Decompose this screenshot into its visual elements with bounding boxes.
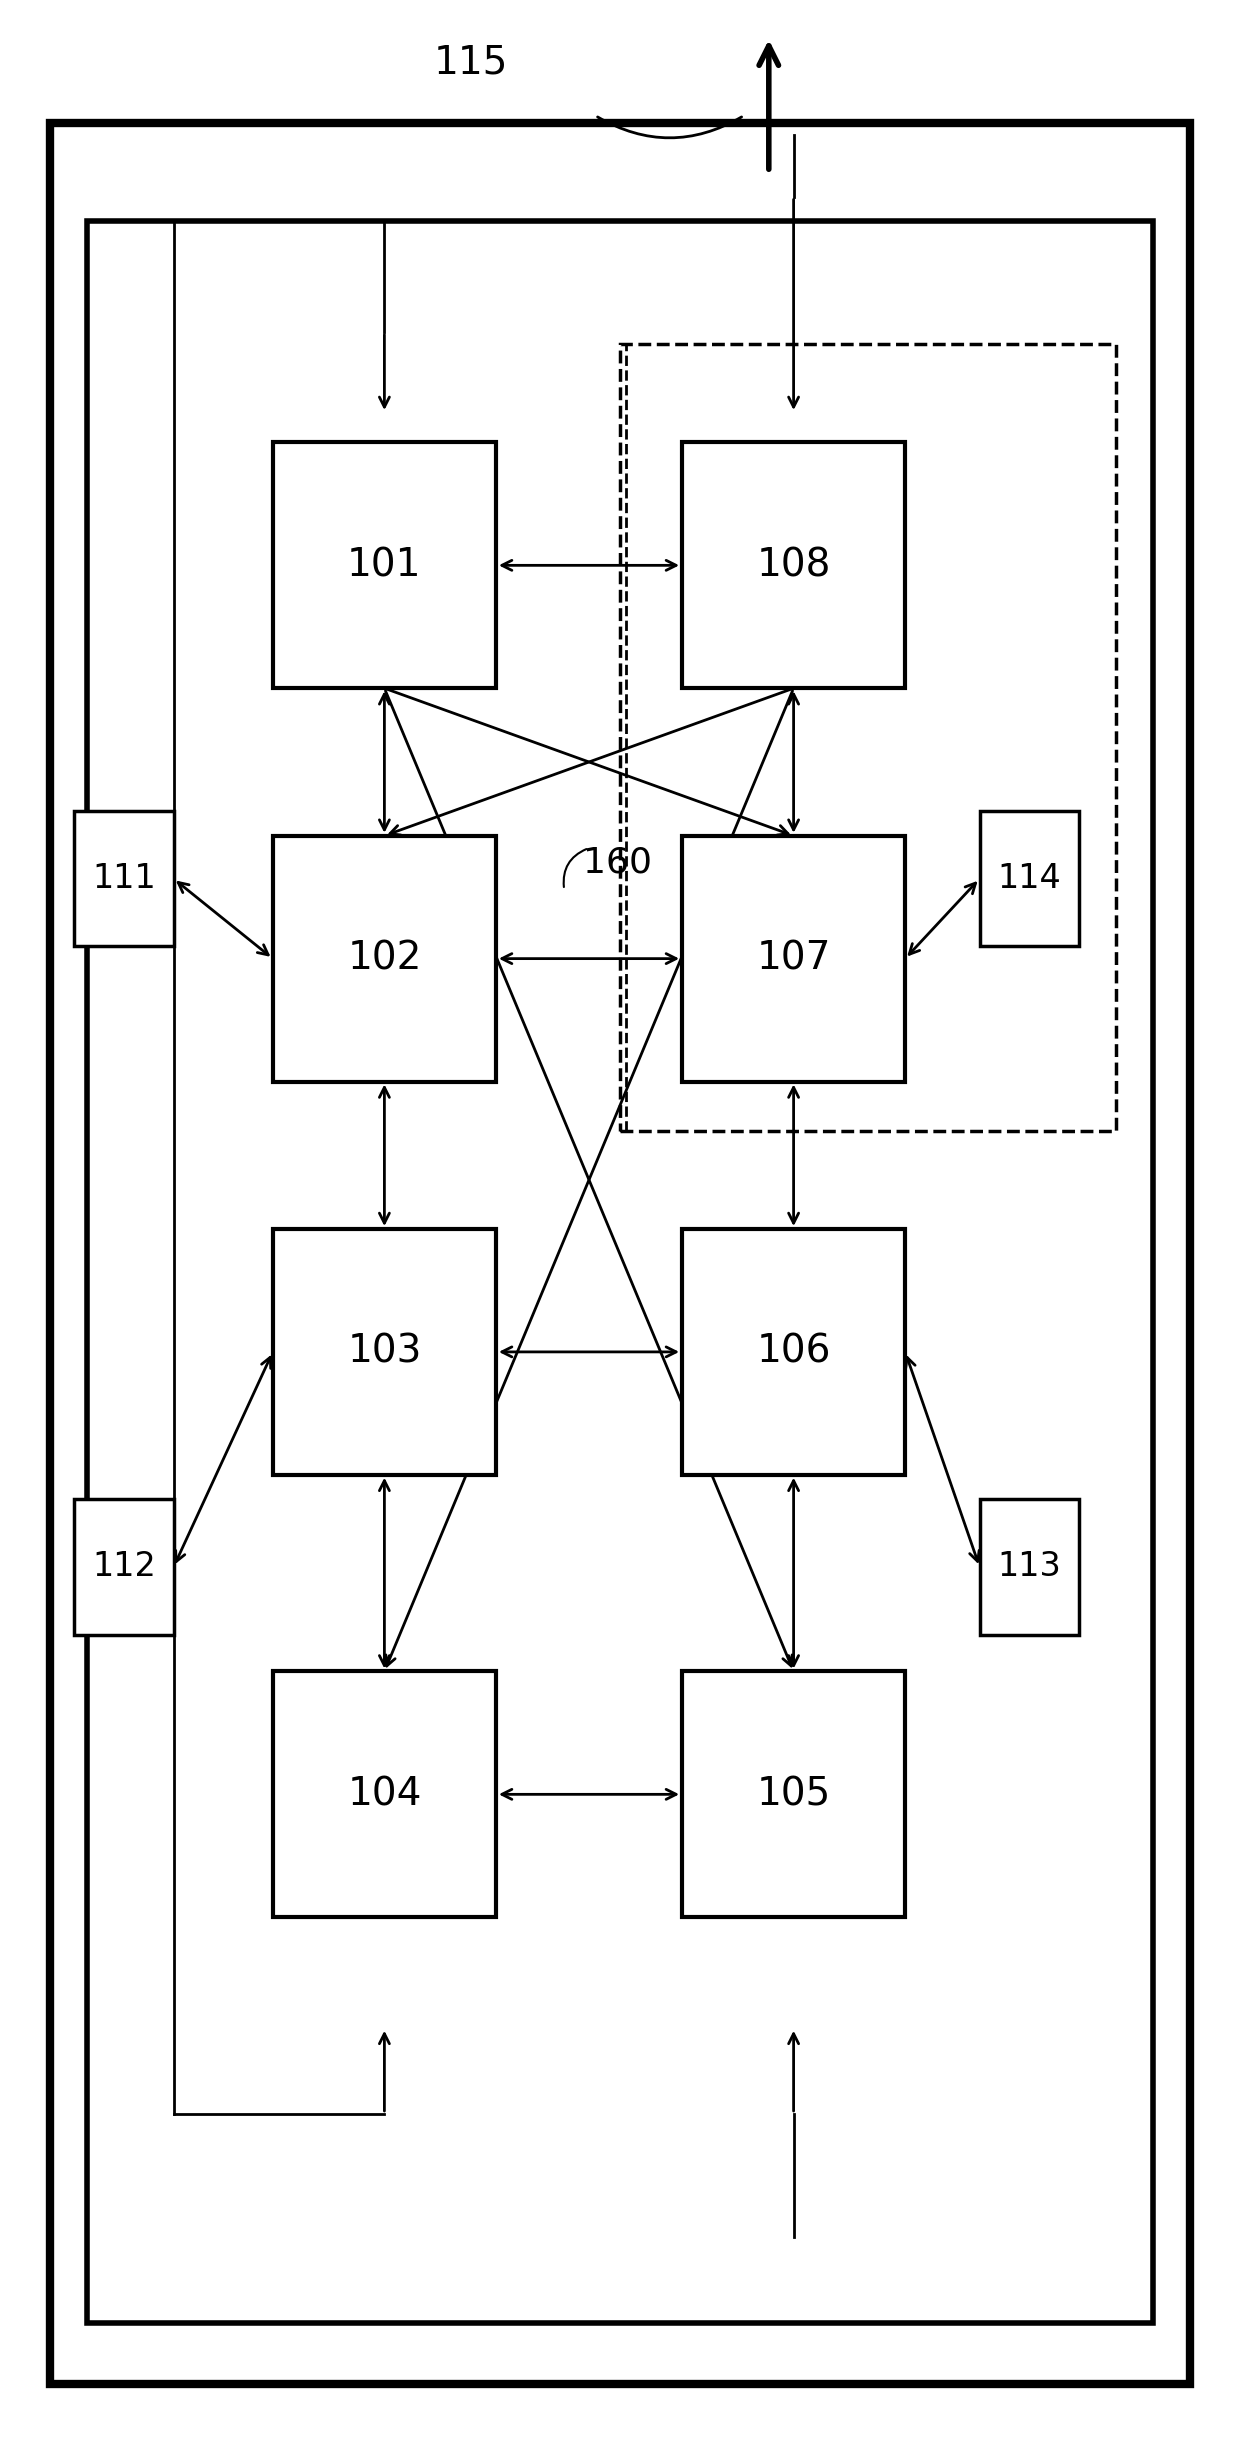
- Text: 114: 114: [997, 863, 1061, 895]
- Text: 108: 108: [756, 546, 831, 585]
- Text: 115: 115: [434, 44, 508, 81]
- Bar: [980, 811, 1079, 946]
- Text: 101: 101: [347, 546, 422, 585]
- Bar: [682, 1671, 905, 1917]
- Bar: [273, 836, 496, 1082]
- Bar: [620, 344, 1116, 1131]
- Bar: [273, 442, 496, 688]
- Text: 105: 105: [756, 1775, 831, 1814]
- Text: 103: 103: [347, 1332, 422, 1372]
- Text: 107: 107: [756, 939, 831, 978]
- Text: 160: 160: [583, 846, 652, 880]
- Text: 113: 113: [997, 1551, 1061, 1583]
- Bar: [682, 836, 905, 1082]
- Bar: [682, 1229, 905, 1475]
- Text: 102: 102: [347, 939, 422, 978]
- Text: 112: 112: [92, 1551, 156, 1583]
- Bar: [87, 221, 1153, 2323]
- Bar: [273, 1671, 496, 1917]
- Text: 104: 104: [347, 1775, 422, 1814]
- Bar: [980, 1499, 1079, 1635]
- Bar: [682, 442, 905, 688]
- Text: 106: 106: [756, 1332, 831, 1372]
- Text: 111: 111: [92, 863, 156, 895]
- Bar: [74, 1499, 174, 1635]
- Bar: [74, 811, 174, 946]
- Bar: [273, 1229, 496, 1475]
